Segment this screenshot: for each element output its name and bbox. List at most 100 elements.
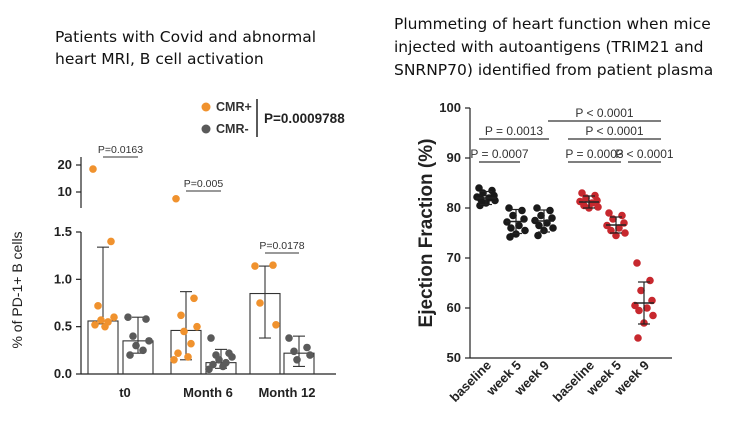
data-point xyxy=(634,334,642,342)
data-point xyxy=(110,313,118,322)
data-point xyxy=(215,356,223,364)
left-title-line1: Patients with Covid and abnormal xyxy=(55,28,316,46)
data-point xyxy=(293,356,301,364)
data-point xyxy=(187,339,195,348)
data-point xyxy=(605,209,613,217)
significance-label: P < 0.0001 xyxy=(585,124,643,138)
data-point xyxy=(290,347,298,356)
data-point xyxy=(94,302,102,310)
data-point xyxy=(180,327,188,336)
data-point xyxy=(139,346,147,355)
data-point xyxy=(193,322,201,331)
data-point xyxy=(170,356,178,364)
data-point xyxy=(97,316,105,324)
data-point xyxy=(172,194,180,203)
data-point xyxy=(256,299,264,307)
data-point xyxy=(505,204,513,212)
data-point xyxy=(643,304,651,312)
data-point xyxy=(537,211,545,220)
left-x-tick-label: Month 6 xyxy=(183,385,233,400)
right-chart: Ejection Fraction (%) 5060708090100basel… xyxy=(416,100,674,405)
significance-label: P = 0.0007 xyxy=(470,147,528,161)
data-point xyxy=(251,262,259,270)
data-point xyxy=(533,204,541,212)
right-y-tick-label: 70 xyxy=(447,250,461,265)
legend-label-cmr-plus: CMR+ xyxy=(216,100,252,114)
data-point xyxy=(612,231,620,240)
data-point xyxy=(142,315,150,323)
data-point xyxy=(633,259,641,267)
right-title-line3: SNRNP70) identified from patient plasma xyxy=(394,61,713,79)
data-point xyxy=(269,261,277,269)
data-point xyxy=(303,343,311,352)
data-point xyxy=(207,334,215,342)
data-point xyxy=(89,165,97,173)
left-y-tick-label: 1.0 xyxy=(54,271,72,286)
left-y-tick-label: 10 xyxy=(58,184,72,199)
legend-label-cmr-minus: CMR- xyxy=(216,122,249,136)
data-point xyxy=(637,286,645,295)
data-point xyxy=(228,353,236,361)
data-point xyxy=(509,211,517,220)
data-point xyxy=(306,351,314,359)
data-point xyxy=(124,313,132,322)
data-point xyxy=(548,214,556,222)
right-y-tick-label: 80 xyxy=(447,200,461,215)
right-y-tick-label: 100 xyxy=(439,100,461,115)
significance-label: P=0.0178 xyxy=(259,240,304,252)
data-point xyxy=(285,334,293,342)
significance-label: P = 0.0013 xyxy=(485,124,543,138)
left-x-tick-label: t0 xyxy=(119,385,131,400)
data-point xyxy=(219,362,227,371)
data-point xyxy=(549,224,557,232)
data-point xyxy=(91,320,99,329)
left-y-axis-label: % of PD-1+ B cells xyxy=(9,231,25,348)
legend-marker-cmr-plus xyxy=(201,102,211,112)
data-point xyxy=(132,341,140,350)
data-point xyxy=(534,231,542,240)
data-point xyxy=(107,237,115,246)
data-point xyxy=(649,311,657,320)
significance-label: P=0.0163 xyxy=(98,144,143,156)
data-point xyxy=(126,351,134,359)
significance-label: P=0.005 xyxy=(184,178,224,190)
data-point xyxy=(190,294,198,303)
right-y-tick-label: 50 xyxy=(447,350,461,365)
data-point xyxy=(177,311,185,320)
data-point xyxy=(476,201,484,210)
significance-label: P = 0.0003 xyxy=(565,147,623,161)
right-y-axis-label: Ejection Fraction (%) xyxy=(416,139,437,328)
right-title-line1: Plummeting of heart function when mice xyxy=(394,15,711,33)
left-title-line2: heart MRI, B cell activation xyxy=(55,50,264,68)
data-point xyxy=(521,226,529,235)
data-point xyxy=(635,306,643,315)
left-y-tick-label: 0.5 xyxy=(54,319,72,334)
data-point xyxy=(101,322,109,331)
left-chart: % of PD-1+ B cells CMR+ CMR- P=0.0009788… xyxy=(9,99,345,400)
left-x-tick-label: Month 12 xyxy=(258,385,315,400)
left-y-tick-label: 1.5 xyxy=(54,224,72,239)
right-title-line2: injected with autoantigens (TRIM21 and xyxy=(394,38,704,56)
legend-marker-cmr-minus xyxy=(201,124,211,134)
data-point xyxy=(129,332,137,340)
data-point xyxy=(145,337,153,345)
data-point xyxy=(507,224,515,232)
data-point xyxy=(518,206,526,215)
left-y-tick-label: 20 xyxy=(58,157,72,172)
data-point xyxy=(618,211,626,220)
data-point xyxy=(621,229,629,237)
data-point xyxy=(272,320,280,329)
data-point xyxy=(506,233,514,241)
significance-label: P < 0.0001 xyxy=(615,147,673,161)
data-point xyxy=(535,221,543,230)
data-point xyxy=(594,203,602,211)
data-point xyxy=(184,353,192,361)
data-point xyxy=(515,221,523,230)
right-y-tick-label: 90 xyxy=(447,150,461,165)
data-point xyxy=(205,365,213,374)
data-point xyxy=(174,349,182,357)
right-y-tick-label: 60 xyxy=(447,300,461,315)
left-y-tick-label: 0.0 xyxy=(54,366,72,381)
